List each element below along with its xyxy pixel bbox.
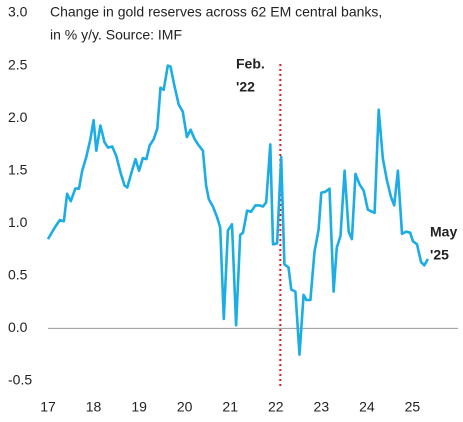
x-tick-label: 20 xyxy=(177,399,193,415)
x-tick-label: 18 xyxy=(86,399,102,415)
x-tick-label: 25 xyxy=(405,399,421,415)
y-tick-label: 1.0 xyxy=(8,214,28,230)
annotation: Feb. xyxy=(236,56,265,72)
y-tick-label: 1.5 xyxy=(8,161,28,177)
x-tick-label: 22 xyxy=(268,399,284,415)
annotation: May xyxy=(430,224,457,240)
chart-title: Change in gold reserves across 62 EM cen… xyxy=(50,4,382,20)
x-tick-label: 24 xyxy=(359,399,375,415)
x-tick-label: 17 xyxy=(40,399,56,415)
data-line xyxy=(46,64,430,356)
y-tick-label: 2.5 xyxy=(8,56,28,72)
chart-title: in % y/y. Source: IMF xyxy=(50,27,182,43)
y-tick-label: 0.5 xyxy=(8,267,28,283)
y-tick-label: 0.0 xyxy=(8,319,28,335)
x-tick-label: 23 xyxy=(314,399,330,415)
annotation: '22 xyxy=(236,79,255,95)
y-tick-label: 3.0 xyxy=(8,4,28,20)
annotation: '25 xyxy=(430,247,449,263)
x-tick-label: 19 xyxy=(131,399,147,415)
y-tick-label: -0.5 xyxy=(8,372,32,388)
y-tick-label: 2.0 xyxy=(8,109,28,125)
x-tick-label: 21 xyxy=(222,399,238,415)
